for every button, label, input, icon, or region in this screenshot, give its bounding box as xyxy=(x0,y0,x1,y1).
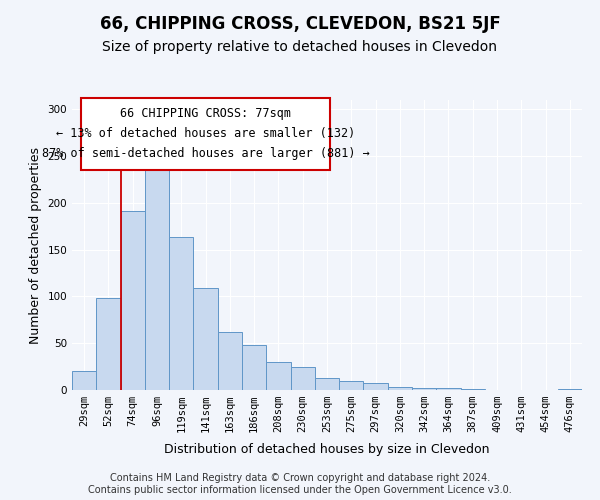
Text: 66 CHIPPING CROSS: 77sqm
← 13% of detached houses are smaller (132)
87% of semi-: 66 CHIPPING CROSS: 77sqm ← 13% of detach… xyxy=(41,108,370,160)
Bar xyxy=(218,332,242,390)
Bar xyxy=(436,388,461,390)
Bar xyxy=(169,236,193,390)
Bar xyxy=(242,345,266,390)
Bar xyxy=(145,164,169,390)
Bar xyxy=(72,372,96,390)
Bar xyxy=(558,389,582,390)
Bar xyxy=(388,387,412,390)
X-axis label: Distribution of detached houses by size in Clevedon: Distribution of detached houses by size … xyxy=(164,444,490,456)
Bar xyxy=(290,366,315,390)
Bar xyxy=(193,288,218,390)
Bar xyxy=(121,212,145,390)
Bar xyxy=(412,388,436,390)
Bar xyxy=(339,380,364,390)
Text: Size of property relative to detached houses in Clevedon: Size of property relative to detached ho… xyxy=(103,40,497,54)
Bar xyxy=(96,298,121,390)
Text: 66, CHIPPING CROSS, CLEVEDON, BS21 5JF: 66, CHIPPING CROSS, CLEVEDON, BS21 5JF xyxy=(100,15,500,33)
Y-axis label: Number of detached properties: Number of detached properties xyxy=(29,146,42,344)
Bar xyxy=(266,362,290,390)
Bar xyxy=(315,378,339,390)
Text: Contains HM Land Registry data © Crown copyright and database right 2024.
Contai: Contains HM Land Registry data © Crown c… xyxy=(88,474,512,495)
Bar xyxy=(364,382,388,390)
Bar xyxy=(461,389,485,390)
